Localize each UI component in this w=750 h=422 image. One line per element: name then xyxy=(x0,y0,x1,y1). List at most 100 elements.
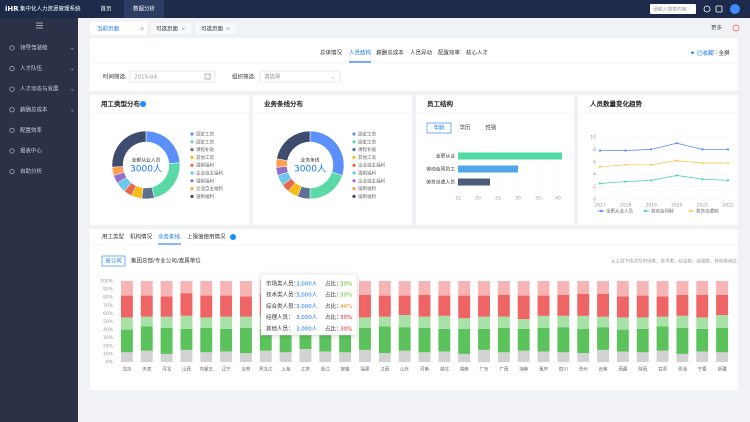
line-point xyxy=(701,148,704,151)
bar-segment xyxy=(478,328,490,350)
tooltip-share-label: 占比： xyxy=(325,302,342,310)
nav-item[interactable]: 首页 xyxy=(100,5,112,13)
legend-label: 固定工资 xyxy=(358,131,376,138)
search-placeholder: 请输入搜索内容 xyxy=(653,6,687,13)
line-point xyxy=(624,180,627,183)
tab-label: 性别 xyxy=(485,124,496,132)
tab-close[interactable]: × xyxy=(140,27,145,33)
tab[interactable] xyxy=(194,21,238,36)
nav-item[interactable]: 数据分析 xyxy=(133,5,156,13)
line-point xyxy=(701,178,704,181)
subnav-item[interactable]: 总体情况 xyxy=(320,49,343,57)
tab[interactable] xyxy=(149,21,193,36)
line-point xyxy=(624,149,627,152)
menu-item[interactable]: 人才队伍 xyxy=(20,64,43,72)
bar-segment xyxy=(180,281,193,294)
menu-item[interactable]: 人才动态与发展 xyxy=(20,85,59,93)
bar-segment xyxy=(676,353,689,362)
tab-label: 学历 xyxy=(459,124,471,132)
line-series xyxy=(600,142,728,152)
subnav-item[interactable]: 薪酬总成本 xyxy=(376,49,404,57)
bar-segment xyxy=(120,281,133,296)
date-value: 2019-04 xyxy=(134,75,157,81)
line-point xyxy=(598,165,602,168)
x-tick-label: 江西 xyxy=(380,366,389,373)
tab-label[interactable]: 上限值使用情况 xyxy=(187,233,226,241)
bar-segment xyxy=(359,327,371,350)
x-tick-label: 海南 xyxy=(519,366,528,373)
x-tick-label: 浙江 xyxy=(321,366,330,373)
fullscreen[interactable]: ⛶ 全屏 xyxy=(713,49,730,57)
legend-swatch xyxy=(352,171,356,175)
avatar[interactable] xyxy=(730,4,740,14)
icon-message[interactable] xyxy=(715,5,723,13)
tab-label[interactable]: 机构情况 xyxy=(130,233,153,241)
legend-swatch xyxy=(352,187,356,191)
tooltip-count: 3,000人 xyxy=(296,292,318,299)
x-tick-label: 35 xyxy=(535,196,541,202)
bar-segment xyxy=(140,281,153,296)
tab-button[interactable] xyxy=(478,122,504,134)
tab-button[interactable] xyxy=(452,122,478,134)
tab-active[interactable] xyxy=(90,22,147,35)
tooltip-label: 经理人员： xyxy=(266,313,294,321)
x-tick-label: 2018 xyxy=(620,203,632,209)
bar-segment xyxy=(240,296,252,317)
bar-segment xyxy=(656,316,669,327)
card xyxy=(416,95,574,225)
calendar-icon xyxy=(204,73,211,80)
line-point xyxy=(726,179,730,182)
tab-label[interactable]: 业务条线 xyxy=(158,233,181,241)
subnav-item[interactable]: 核心人才 xyxy=(466,49,489,57)
subnav-item[interactable]: 人员异动 xyxy=(410,50,433,57)
menu-item[interactable]: 领导驾驶舱 xyxy=(20,44,48,52)
tab-label[interactable]: 用工类型 xyxy=(102,233,125,241)
y-tick-label: 100% xyxy=(100,279,114,285)
tab-close[interactable]: × xyxy=(226,27,231,33)
bar-segment xyxy=(120,295,133,318)
subnav-item[interactable]: 人员结构 xyxy=(349,49,372,57)
bar-segment xyxy=(418,294,431,317)
filter-label: 时间筛选: xyxy=(103,73,127,81)
tab-button[interactable] xyxy=(426,122,452,134)
tab-close[interactable]: × xyxy=(181,27,186,33)
legend-swatch xyxy=(190,163,194,167)
bar-segment xyxy=(537,327,550,352)
help-icon[interactable] xyxy=(230,234,236,240)
line-point xyxy=(598,182,602,185)
menu-toggle[interactable] xyxy=(36,22,43,29)
bar-segment xyxy=(279,352,292,362)
help-icon[interactable] xyxy=(140,101,146,107)
icon-help[interactable] xyxy=(703,5,711,13)
x-tick-label: 2017 xyxy=(594,203,606,209)
system-name: 集中化人力资源管理系统 xyxy=(20,5,81,13)
menu-item[interactable]: 薪酬总成本 xyxy=(20,105,48,113)
filter-button[interactable] xyxy=(101,255,126,267)
search-box[interactable] xyxy=(650,4,696,14)
bar-segment xyxy=(636,317,649,329)
legend-label: 课程补贴 xyxy=(196,146,214,153)
bar-segment xyxy=(180,349,193,362)
date-input[interactable] xyxy=(129,70,216,83)
menu-item[interactable]: 自助分析 xyxy=(20,167,43,175)
org-select[interactable] xyxy=(259,70,341,83)
donut-center-value: 3000人 xyxy=(294,164,326,175)
y-category-label: 劳动合同员工 xyxy=(426,166,455,173)
tabs-more[interactable]: 更多 xyxy=(711,24,723,32)
x-tick-label: 重庆 xyxy=(539,366,548,373)
menu-item[interactable]: 配置效率 xyxy=(20,126,43,134)
subnav-item[interactable]: 配置效率 xyxy=(438,49,461,57)
filter-label[interactable]: 集团总部/专业公司/直属单位 xyxy=(131,257,201,265)
menu-icon xyxy=(9,86,15,92)
bar-segment xyxy=(557,315,570,328)
line-point xyxy=(726,148,730,151)
icon-close-all[interactable] xyxy=(732,24,740,32)
menu-chevron: ⌄ xyxy=(70,46,75,52)
y-tick-label: 10% xyxy=(103,351,114,357)
y-tick-label: 80% xyxy=(103,295,114,301)
favorite[interactable]: ★ 已收藏 xyxy=(690,49,714,57)
bar-segment xyxy=(656,281,669,297)
bar-segment xyxy=(636,328,649,353)
menu-item[interactable]: 报表中心 xyxy=(20,147,43,155)
x-tick-label: 内蒙古 xyxy=(200,366,214,373)
